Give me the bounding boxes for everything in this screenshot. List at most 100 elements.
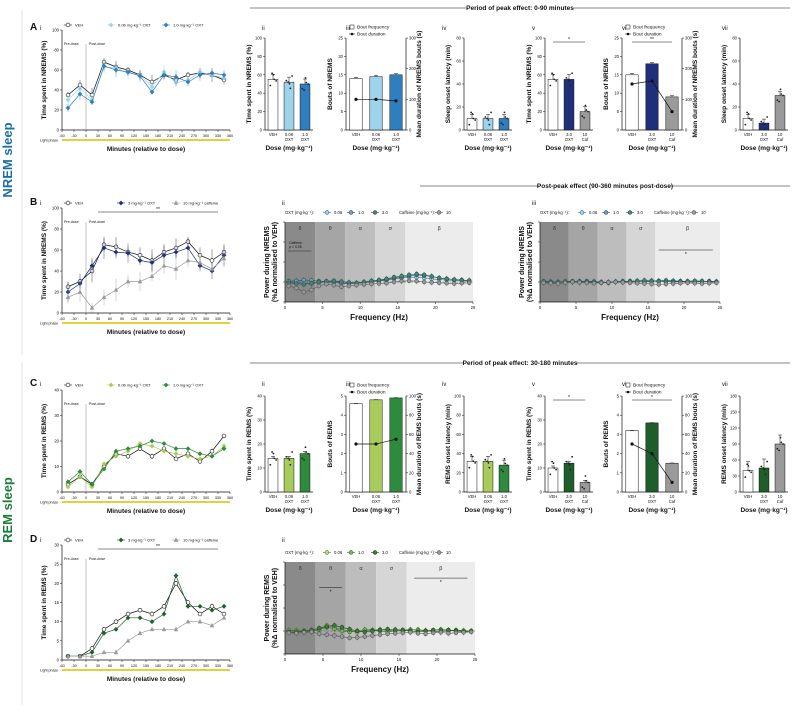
data-point	[161, 448, 167, 454]
category-label: VEH	[549, 494, 558, 499]
y-axis-title: Bouts of NREMS	[327, 58, 334, 110]
header-bg	[539, 181, 671, 191]
data-point	[692, 281, 697, 286]
category-label: OXT	[301, 137, 310, 142]
series-line	[68, 582, 225, 657]
data-point	[185, 619, 191, 624]
data-dot	[506, 464, 509, 467]
y-tick-label: 5	[341, 394, 344, 399]
category-label: 3.0	[761, 494, 767, 499]
x-tick-label: 150	[143, 496, 149, 500]
postdose-label: Post-dose	[89, 402, 105, 406]
x-tick-label: -60	[59, 664, 65, 668]
data-point	[161, 626, 167, 632]
data-point	[101, 461, 107, 467]
data-dot	[285, 79, 288, 82]
x-tick-label: 300	[203, 496, 209, 500]
postdose-label: Post-dose	[89, 220, 105, 224]
data-dot	[587, 481, 590, 484]
sub-label: iii	[346, 382, 350, 388]
y-tick-label: 0	[57, 311, 60, 316]
band-label: θ	[329, 226, 332, 232]
category-label: VEH	[352, 494, 361, 499]
data-point	[577, 280, 582, 285]
data-dot	[486, 117, 489, 120]
y-tick-label: 40	[456, 82, 461, 87]
data-dot	[273, 457, 276, 460]
y-tick-label: 0	[459, 490, 462, 495]
band-label: δ	[299, 226, 302, 232]
x-tick-label: 90	[120, 664, 124, 668]
data-point	[197, 603, 203, 609]
data-point	[670, 281, 676, 286]
data-point	[209, 622, 215, 628]
sig-star: *	[568, 37, 570, 43]
data-point	[113, 249, 119, 255]
data-point	[149, 89, 155, 95]
data-point	[77, 469, 83, 475]
data-dot	[484, 458, 487, 461]
data-point	[161, 611, 167, 617]
y-axis-title: Time spent in REMS (%)	[526, 407, 533, 481]
legend-marker	[108, 22, 114, 28]
data-point	[125, 446, 131, 452]
legend-label: 3 mg·kg⁻¹ OXT	[128, 201, 156, 206]
y-tick-label: 40	[456, 451, 461, 456]
legend-label: Bout frequency	[357, 383, 390, 389]
category-label: OXT	[285, 499, 294, 504]
bar	[482, 461, 494, 493]
data-point	[101, 245, 107, 251]
y-axis-title: Power during NREMS	[264, 226, 271, 298]
legend-prefix: Caffeine (mg·kg⁻¹):	[654, 210, 690, 215]
legend-prefix: Caffeine (mg·kg⁻¹):	[399, 210, 435, 215]
data-point	[548, 281, 553, 286]
data-dot	[581, 115, 584, 118]
data-point	[598, 280, 604, 285]
predose-label: Pre-dose	[64, 220, 79, 224]
y-axis-title: (%Δ normalised to VEH)	[272, 568, 279, 648]
legend-label: 10 mg·kg⁻¹ caffeine	[183, 538, 219, 543]
x-tick-label: 15	[646, 305, 651, 310]
sig-star: *	[330, 589, 332, 595]
x-axis-title: Minutes (relative to dose)	[107, 676, 185, 683]
data-point	[137, 278, 143, 284]
sub-label: ii	[262, 382, 265, 388]
bar	[665, 96, 679, 131]
band-shade	[597, 222, 627, 302]
data-dot	[484, 116, 487, 118]
y-tick-label: 90	[732, 442, 737, 447]
data-point	[309, 281, 314, 286]
data-dot	[584, 104, 587, 107]
data-point	[209, 604, 215, 609]
data-dot	[583, 116, 586, 119]
data-point	[209, 607, 215, 613]
category-label: VEH	[744, 132, 753, 137]
x-tick-label: 270	[191, 317, 197, 321]
data-point	[384, 281, 389, 286]
postdose-label: Post-dose	[89, 42, 105, 46]
data-point	[627, 280, 633, 285]
data-dot	[487, 461, 490, 464]
category-label: 1.0	[302, 494, 308, 499]
data-point	[161, 441, 167, 447]
legend-label: Bout duration	[357, 32, 386, 38]
legend-marker	[691, 210, 697, 215]
data-point	[385, 631, 390, 636]
data-dot	[746, 463, 749, 466]
data-dot	[487, 119, 490, 121]
data-dot	[764, 128, 767, 131]
category-label: VEH	[269, 132, 278, 137]
data-point	[377, 627, 383, 633]
series-line	[67, 247, 225, 293]
data-point	[149, 443, 155, 449]
y-tick-label: 20	[732, 105, 737, 110]
data-point	[125, 448, 131, 454]
y-tick-label: 1	[341, 470, 344, 475]
sig-star: **	[156, 544, 160, 550]
duration-point	[630, 82, 634, 86]
x-tick-label: 60	[108, 664, 112, 668]
x-tick-label: 150	[143, 134, 149, 138]
data-dot	[766, 460, 769, 463]
data-dot	[474, 119, 477, 121]
data-point	[125, 69, 131, 75]
